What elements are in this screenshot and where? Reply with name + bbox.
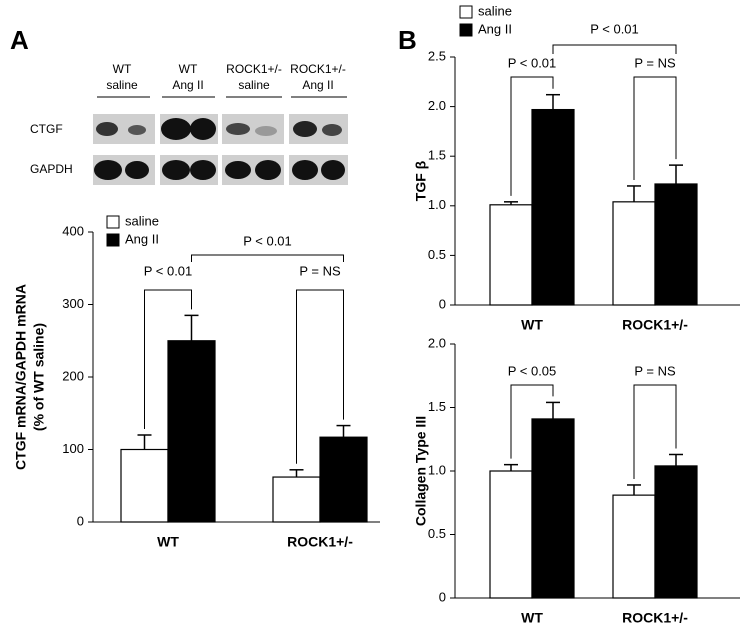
bar <box>272 476 321 523</box>
bar <box>612 201 656 306</box>
legend-swatch <box>459 5 473 19</box>
y-tick-label: 1.0 <box>428 197 446 212</box>
lane-label: saline <box>238 78 270 92</box>
legend-label: Ang II <box>478 21 512 36</box>
y-axis-label: (% of WT saline) <box>31 323 47 431</box>
y-tick-label: 1.0 <box>428 462 446 477</box>
bracket <box>296 289 344 464</box>
panel-label: A <box>10 25 29 55</box>
legend-label: saline <box>125 213 159 228</box>
y-tick-label: 200 <box>62 368 84 383</box>
y-tick-label: 1.5 <box>428 148 446 163</box>
y-tick-label: 100 <box>62 441 84 456</box>
comparison-label: P = NS <box>299 263 341 278</box>
y-tick-label: 2.5 <box>428 48 446 63</box>
comparison-label: P < 0.01 <box>144 263 193 278</box>
x-tick-label: WT <box>157 534 179 550</box>
y-tick-label: 0 <box>77 513 84 528</box>
comparison-label: P = NS <box>634 55 676 70</box>
y-axis-label: CTGF mRNA/GAPDH mRNA <box>13 284 29 470</box>
bracket <box>552 44 677 54</box>
y-tick-label: 0 <box>439 589 446 604</box>
lane-label: Ang II <box>172 78 203 92</box>
x-tick-label: ROCK1+/- <box>622 610 688 626</box>
x-tick-label: ROCK1+/- <box>287 534 353 550</box>
row-label: GAPDH <box>30 162 73 176</box>
row-label: CTGF <box>30 122 63 136</box>
legend-swatch <box>106 215 120 229</box>
bar <box>654 183 698 306</box>
bracket <box>191 254 344 262</box>
legend-label: Ang II <box>125 231 159 246</box>
bar <box>489 470 533 599</box>
bar <box>531 108 575 306</box>
lane-label: WT <box>113 62 132 76</box>
legend-swatch <box>106 233 120 247</box>
y-tick-label: 0 <box>439 296 446 311</box>
y-tick-label: 300 <box>62 296 84 311</box>
bracket <box>633 384 677 479</box>
comparison-label: P < 0.01 <box>508 55 557 70</box>
legend-label: saline <box>478 3 512 18</box>
y-tick-label: 2.0 <box>428 98 446 113</box>
lane-label: saline <box>106 78 138 92</box>
x-tick-label: WT <box>521 317 543 333</box>
bar <box>489 204 533 306</box>
bracket <box>510 384 554 459</box>
bracket <box>510 76 554 196</box>
bracket <box>144 289 192 429</box>
bar <box>319 436 368 523</box>
x-tick-label: ROCK1+/- <box>622 317 688 333</box>
x-tick-label: WT <box>521 610 543 626</box>
comparison-label: P = NS <box>634 363 676 378</box>
lane-label: Ang II <box>302 78 333 92</box>
y-tick-label: 0.5 <box>428 247 446 262</box>
y-tick-label: 400 <box>62 223 84 238</box>
bar <box>531 418 575 599</box>
lane-label: ROCK1+/- <box>290 62 346 76</box>
comparison-label: P < 0.05 <box>508 363 557 378</box>
bar <box>654 465 698 599</box>
comparison-label: P < 0.01 <box>243 233 292 248</box>
y-axis-label: TGF β <box>413 160 429 201</box>
bar <box>167 340 216 523</box>
y-axis-label: Collagen Type III <box>413 416 429 526</box>
lane-label: WT <box>179 62 198 76</box>
bracket <box>633 76 677 180</box>
blot: WT saline WT Ang II ROCK1+/- saline ROCK… <box>30 62 348 185</box>
y-tick-label: 0.5 <box>428 526 446 541</box>
bar <box>120 448 169 523</box>
legend-swatch <box>459 23 473 37</box>
panel-label: B <box>398 25 417 55</box>
bar <box>612 494 656 599</box>
y-tick-label: 2.0 <box>428 335 446 350</box>
y-tick-label: 1.5 <box>428 399 446 414</box>
lane-label: ROCK1+/- <box>226 62 282 76</box>
comparison-label: P < 0.01 <box>590 21 639 36</box>
